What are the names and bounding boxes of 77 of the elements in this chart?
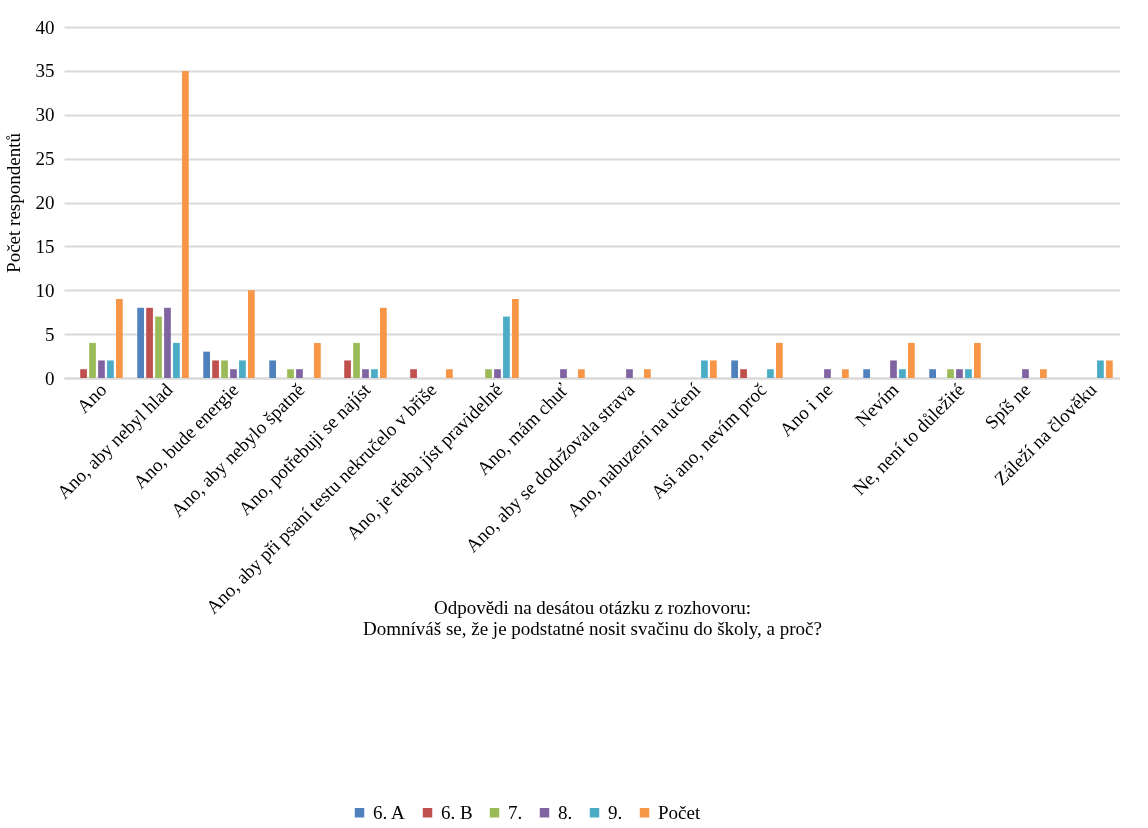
bar xyxy=(710,360,717,378)
bar xyxy=(164,307,171,378)
bar xyxy=(221,360,228,378)
legend-label: 7. xyxy=(508,801,523,823)
bar xyxy=(146,307,153,378)
bar xyxy=(1022,369,1029,378)
bar xyxy=(212,360,219,378)
bar xyxy=(353,342,360,378)
y-axis-title: Počet respondentů xyxy=(2,132,24,273)
y-tick-label: 30 xyxy=(35,104,55,126)
bar xyxy=(239,360,246,378)
x-tick-label: Ano i ne xyxy=(775,379,837,441)
bar xyxy=(494,369,501,378)
x-axis-title: Odpovědi na desátou otázku z rozhovoru: Domníváš se, že je podstatné nosit svačinu do školy, a proč? xyxy=(363,596,822,639)
bar xyxy=(956,369,963,378)
y-tick-label: 35 xyxy=(35,60,55,82)
bar xyxy=(296,369,303,378)
bar xyxy=(824,369,831,378)
legend-label: Počet xyxy=(658,801,701,823)
y-tick-label: 5 xyxy=(45,323,55,345)
y-tick-label: 40 xyxy=(35,16,55,38)
bar xyxy=(701,360,708,378)
y-tick-label: 25 xyxy=(35,148,55,170)
legend-label: 6. B xyxy=(441,801,473,823)
bar xyxy=(410,369,417,378)
bar xyxy=(314,342,321,378)
bar xyxy=(740,369,747,378)
bar xyxy=(107,360,114,378)
y-tick-label: 10 xyxy=(35,279,55,301)
bar xyxy=(842,369,849,378)
bar xyxy=(1106,360,1113,378)
bar xyxy=(644,369,651,378)
bar xyxy=(965,369,972,378)
y-tick-label: 15 xyxy=(35,235,55,257)
y-tick-label: 0 xyxy=(45,367,55,389)
bar xyxy=(89,342,96,378)
bar xyxy=(203,351,210,378)
bar xyxy=(182,70,189,378)
bar xyxy=(98,360,105,378)
y-tick-label: 20 xyxy=(35,192,55,213)
bar xyxy=(1040,369,1047,378)
x-tick-label: Spíš ne xyxy=(980,379,1035,434)
bar xyxy=(731,360,738,378)
bar xyxy=(446,369,453,378)
bar xyxy=(974,342,981,378)
bar xyxy=(929,369,936,378)
bar xyxy=(230,369,237,378)
bar xyxy=(269,360,276,378)
bar xyxy=(578,369,585,378)
bar xyxy=(503,316,510,378)
bar xyxy=(248,290,255,378)
bar xyxy=(137,307,144,378)
bar xyxy=(1097,360,1104,378)
bar xyxy=(116,299,123,378)
bar xyxy=(899,369,906,378)
bar xyxy=(908,342,915,378)
bar xyxy=(512,299,519,378)
bar xyxy=(890,360,897,378)
bar xyxy=(344,360,351,378)
bar xyxy=(362,369,369,378)
bar xyxy=(560,369,567,378)
bar xyxy=(155,316,162,378)
bar xyxy=(767,369,774,378)
bar xyxy=(371,369,378,378)
bar xyxy=(80,369,87,378)
bar xyxy=(173,342,180,378)
legend-label: 9. xyxy=(608,801,623,823)
legend-label: 6. A xyxy=(373,801,405,823)
bar xyxy=(626,369,633,378)
bar xyxy=(485,369,492,378)
legend-label: 8. xyxy=(558,801,573,823)
bar xyxy=(380,307,387,378)
bar xyxy=(776,342,783,378)
bar xyxy=(287,369,294,378)
bar xyxy=(947,369,954,378)
x-tick-label: Ano xyxy=(72,379,111,418)
bar xyxy=(863,369,870,378)
